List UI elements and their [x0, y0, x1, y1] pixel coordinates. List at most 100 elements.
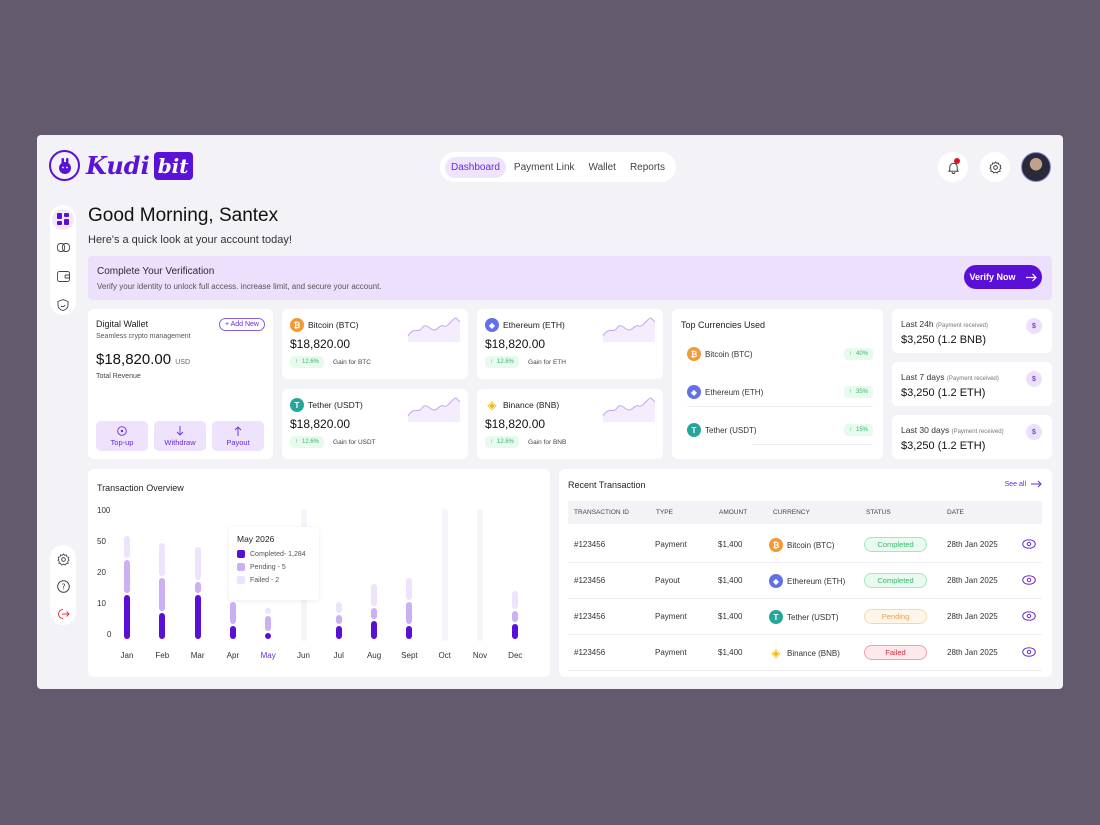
- verify-now-button[interactable]: Verify Now: [964, 265, 1042, 289]
- gear-icon: [988, 160, 1002, 174]
- settings-button[interactable]: [980, 152, 1010, 182]
- notifications-button[interactable]: [938, 152, 968, 182]
- sparkline-chart: [603, 397, 655, 422]
- bar-segment-completed: [335, 625, 342, 639]
- sidebar-item-payment-link[interactable]: [52, 238, 74, 259]
- top-up-button[interactable]: Top-up: [96, 421, 148, 451]
- legend-swatch: [237, 550, 245, 558]
- bar-mar[interactable]: [194, 547, 201, 639]
- see-all-link[interactable]: See all: [1005, 480, 1042, 488]
- column-header: AMOUNT: [719, 509, 748, 516]
- view-eye-icon[interactable]: [1022, 575, 1036, 585]
- coin-card-btc[interactable]: ₿ Bitcoin (BTC) $18,820.00 ↑ 12.6% Gain for…: [282, 309, 468, 379]
- legend-swatch: [237, 563, 245, 571]
- ethereum-icon: ◆: [485, 318, 499, 332]
- help-icon: ?: [56, 580, 70, 594]
- arrow-up-icon: ↑: [490, 439, 493, 445]
- sidebar-item-dashboard[interactable]: [52, 209, 74, 230]
- bar-aug[interactable]: [371, 584, 378, 639]
- bar-jul[interactable]: [335, 602, 342, 639]
- transaction-currency: ◈ Binance (BNB): [769, 646, 840, 660]
- wallet-icon: [56, 270, 70, 282]
- user-avatar[interactable]: [1021, 152, 1051, 182]
- logo[interactable]: Kudi bit: [49, 150, 193, 181]
- payment-summary-30d: Last 30 days (Payment received) $3,250 (…: [892, 415, 1052, 459]
- bar-segment-failed: [265, 607, 272, 614]
- payment-period: Last 7 days (Payment received): [901, 372, 999, 382]
- tether-icon: T: [769, 610, 783, 624]
- nav-payment-link[interactable]: Payment Link: [513, 161, 575, 173]
- sidebar-main: [50, 205, 76, 315]
- sidebar-item-wallet[interactable]: [52, 266, 74, 287]
- sidebar-item-security[interactable]: [52, 295, 74, 316]
- wallet-title: Digital Wallet: [96, 319, 149, 329]
- sparkline-chart: [408, 397, 460, 422]
- currency-pct-badge: ↑ 35%: [843, 386, 873, 398]
- table-row: #123456 Payment $1,400 ◈ Binance (BNB) Fa…: [568, 636, 1042, 671]
- x-axis-label: Feb: [155, 651, 170, 660]
- payment-amount: $3,250 (1.2 BNB): [901, 334, 986, 346]
- bar-segment-empty: [441, 509, 448, 641]
- transaction-id: #123456: [574, 612, 606, 621]
- bar-feb[interactable]: [159, 542, 166, 639]
- payment-period: Last 30 days (Payment received): [901, 425, 1004, 435]
- transaction-date: 28th Jan 2025: [947, 648, 998, 657]
- coin-card-bnb[interactable]: ◈ Binance (BNB) $18,820.00 ↑ 12.6% Gain for…: [477, 389, 663, 459]
- bar-segment-completed: [265, 632, 272, 639]
- bar-dec[interactable]: [512, 591, 519, 639]
- withdraw-button[interactable]: Withdraw: [154, 421, 206, 451]
- x-axis-label: Nov: [472, 651, 488, 660]
- payment-summary-24h: Last 24h (Payment received) $3,250 (1.2 …: [892, 309, 1052, 353]
- sidebar-settings-button[interactable]: [52, 549, 74, 570]
- arrow-up-icon: ↑: [490, 359, 493, 365]
- view-eye-icon[interactable]: [1022, 611, 1036, 621]
- bar-nov[interactable]: [477, 509, 483, 641]
- tooltip-label: Pending - 5: [250, 563, 286, 571]
- coin-card-eth[interactable]: ◆ Ethereum (ETH) $18,820.00 ↑ 12.6% Gain fo…: [477, 309, 663, 379]
- status-badge: Pending: [864, 609, 927, 624]
- gain-badge: ↑ 12.6%: [485, 436, 520, 448]
- brand-name-part2: bit: [153, 151, 193, 180]
- transaction-date: 28th Jan 2025: [947, 540, 998, 549]
- transaction-currency: T Tether (USDT): [769, 610, 839, 624]
- bitcoin-icon: ₿: [769, 538, 783, 552]
- table-row: #123456 Payment $1,400 ₿ Bitcoin (BTC) Co…: [568, 528, 1042, 563]
- x-axis-label: Aug: [366, 651, 382, 660]
- bar-segment-pending: [194, 582, 201, 593]
- payout-button[interactable]: Payout: [212, 421, 264, 451]
- plus-circle-icon: [117, 425, 127, 436]
- brand-name-part1: Kudi: [86, 151, 150, 180]
- dashboard-icon: [57, 213, 69, 226]
- shield-icon: [57, 298, 69, 311]
- bar-segment-completed: [371, 621, 378, 639]
- coin-name: Ethereum (ETH): [503, 320, 565, 330]
- nav-wallet[interactable]: Wallet: [588, 161, 616, 173]
- sparkline-chart: [408, 317, 460, 342]
- wallet-balance: $18,820.00 USD: [96, 351, 190, 368]
- nav-dashboard[interactable]: Dashboard: [445, 156, 506, 178]
- add-new-button[interactable]: + Add New: [218, 318, 265, 331]
- coin-card-usdt[interactable]: T Tether (USDT) $18,820.00 ↑ 12.6% Gain for…: [282, 389, 468, 459]
- currency-row-btc: ₿ Bitcoin (BTC) ↑ 40%: [687, 344, 873, 364]
- bar-jan[interactable]: [124, 536, 130, 639]
- bar-may[interactable]: [265, 607, 272, 639]
- tooltip-label: Completed- 1,284: [250, 550, 306, 558]
- tooltip-label: Failed - 2: [250, 576, 280, 584]
- bar-oct[interactable]: [441, 509, 448, 641]
- nav-reports[interactable]: Reports: [629, 161, 665, 173]
- bar-segment-empty: [477, 509, 483, 641]
- recent-transactions-title: Recent Transaction: [568, 480, 646, 490]
- table-header: TRANSACTION ID TYPE AMOUNT CURRENCY STAT…: [568, 501, 1042, 524]
- bar-sept[interactable]: [406, 577, 413, 639]
- view-eye-icon[interactable]: [1022, 647, 1036, 657]
- bitcoin-icon: ₿: [687, 347, 701, 361]
- bar-segment-pending: [335, 615, 342, 624]
- currency-pct-badge: ↑ 15%: [843, 424, 873, 436]
- column-header: TYPE: [656, 509, 673, 516]
- view-eye-icon[interactable]: [1022, 539, 1036, 549]
- transaction-type: Payment: [655, 612, 687, 621]
- sidebar-help-button[interactable]: ?: [52, 576, 74, 597]
- arrow-right-icon: [1031, 480, 1042, 488]
- sidebar-logout-button[interactable]: [52, 604, 74, 625]
- coin-amount: $18,820.00: [290, 417, 351, 431]
